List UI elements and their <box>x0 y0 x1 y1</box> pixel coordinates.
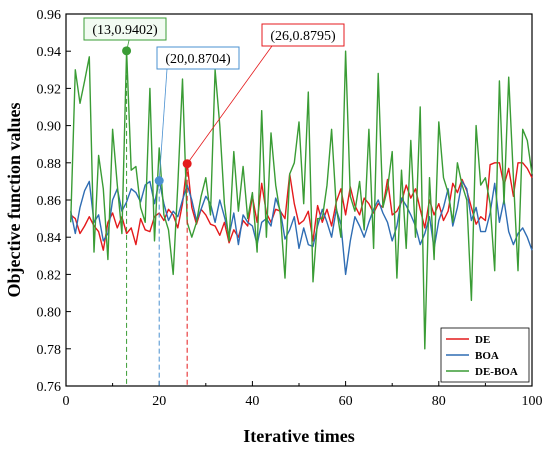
legend-label: DE-BOA <box>475 366 518 378</box>
series-line-boa <box>70 179 533 276</box>
series-line-de-boa <box>70 50 533 350</box>
y-tick-label: 0.80 <box>37 306 62 321</box>
y-tick-label: 0.90 <box>37 120 62 135</box>
axis-ticks: 0 20 40 60 80 100 0.76 0.78 0.80 0.82 0.84 0.86 0.88… <box>37 8 543 409</box>
legend-label: BOA <box>475 350 499 362</box>
legend-label: DE <box>475 334 490 346</box>
x-tick-label: 40 <box>245 394 259 409</box>
series-layer <box>70 50 533 350</box>
annotation-marker <box>182 159 192 169</box>
y-axis-title: Objective function values <box>4 103 24 298</box>
annotation-label: (13,0.9402) <box>92 23 158 38</box>
y-tick-label: 0.96 <box>37 8 62 23</box>
y-tick-label: 0.78 <box>37 343 62 358</box>
annotation-leader <box>158 68 168 181</box>
y-tick-label: 0.84 <box>37 231 62 246</box>
annotation-box <box>156 46 240 70</box>
annotation-marker <box>122 46 132 56</box>
annotation-box <box>83 17 167 41</box>
annotations: (13,0.9402) (20,0.8704) (26,0.8795) <box>83 17 345 386</box>
y-tick-label: 0.92 <box>37 82 62 97</box>
x-tick-label: 80 <box>432 394 446 409</box>
y-tick-label: 0.88 <box>37 157 62 172</box>
y-tick-label: 0.94 <box>37 45 62 60</box>
y-tick-label: 0.76 <box>37 380 62 395</box>
annotation-label: (20,0.8704) <box>165 52 231 67</box>
legend: DE BOA DE-BOA <box>440 327 530 383</box>
y-tick-label: 0.86 <box>37 194 62 209</box>
x-tick-label: 20 <box>152 394 166 409</box>
annotation-marker <box>154 176 164 186</box>
y-tick-label: 0.82 <box>37 268 62 283</box>
x-axis-title: Iterative times <box>243 426 354 446</box>
annotation-box <box>261 23 345 47</box>
annotation-label: (26,0.8795) <box>270 29 336 44</box>
annotation-leader <box>186 45 273 164</box>
x-tick-label: 0 <box>63 394 70 409</box>
x-tick-label: 100 <box>522 394 543 409</box>
x-tick-label: 60 <box>339 394 353 409</box>
